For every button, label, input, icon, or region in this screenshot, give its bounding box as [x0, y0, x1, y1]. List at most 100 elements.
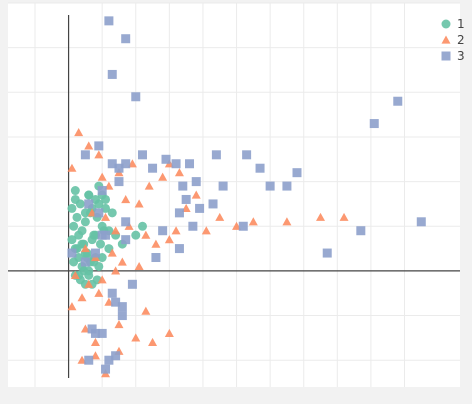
data-point-series-3	[185, 159, 195, 169]
legend-label-2: 2	[457, 33, 465, 47]
data-point-series-2	[131, 333, 141, 342]
data-point-series-2	[164, 328, 174, 338]
data-point-series-2	[117, 257, 127, 266]
data-point-series-3	[282, 181, 292, 191]
data-point-series-3	[161, 154, 171, 164]
data-point-series-1	[67, 203, 77, 213]
data-point-series-3	[238, 221, 248, 231]
data-point-series-2	[151, 239, 161, 248]
data-point-series-3	[131, 92, 141, 102]
data-point-series-3	[107, 288, 117, 298]
data-point-series-3	[101, 364, 111, 374]
data-point-series-2	[134, 261, 144, 271]
data-point-series-3	[393, 96, 403, 106]
legend[interactable]: 1 2 3	[441, 17, 465, 63]
data-point-series-2	[174, 168, 184, 177]
data-point-series-2	[215, 212, 225, 221]
data-point-series-2	[67, 163, 77, 172]
data-point-series-3	[178, 181, 188, 191]
data-point-series-1	[67, 235, 77, 245]
data-point-series-1	[72, 212, 82, 222]
data-point-series-3	[265, 181, 275, 191]
data-point-series-1	[137, 221, 147, 231]
data-point-series-3	[242, 150, 252, 160]
legend-marker-3	[441, 51, 451, 61]
data-point-series-3	[188, 221, 198, 231]
data-point-series-3	[191, 177, 201, 187]
data-point-series-2	[111, 226, 121, 235]
data-point-series-2	[134, 199, 144, 208]
data-point-series-2	[158, 172, 168, 181]
data-point-series-3	[255, 163, 265, 173]
legend-label-3: 3	[457, 49, 465, 63]
data-point-series-2	[111, 266, 121, 275]
data-point-series-2	[94, 288, 104, 297]
data-point-series-3	[171, 159, 181, 169]
data-point-series-2	[80, 244, 90, 253]
data-point-series-2	[90, 337, 100, 346]
data-point-series-1	[84, 190, 94, 200]
data-point-series-3	[114, 177, 124, 187]
data-point-series-3	[117, 302, 127, 312]
data-point-series-3	[218, 181, 228, 191]
data-point-series-3	[111, 297, 121, 307]
data-point-series-3	[104, 355, 114, 365]
data-point-series-3	[208, 199, 218, 209]
marker-layer	[67, 16, 426, 378]
plot-area[interactable]	[8, 3, 460, 387]
data-point-series-2	[164, 235, 174, 244]
legend-marker-2	[441, 35, 451, 44]
data-point-series-3	[137, 150, 147, 160]
data-point-series-2	[171, 226, 181, 235]
legend-label-1: 1	[457, 17, 465, 31]
data-point-series-3	[416, 217, 426, 227]
data-point-series-3	[94, 208, 104, 218]
data-point-series-3	[97, 186, 107, 196]
data-point-series-3	[90, 248, 100, 258]
data-point-series-3	[121, 159, 131, 169]
data-point-series-2	[77, 293, 87, 302]
data-point-series-3	[90, 328, 100, 338]
data-point-series-1	[131, 230, 141, 240]
data-point-series-2	[107, 248, 117, 257]
data-point-series-1	[84, 270, 94, 280]
data-point-series-3	[181, 194, 191, 204]
data-point-series-3	[195, 203, 205, 213]
grid-layer	[8, 2, 460, 387]
data-point-series-3	[121, 217, 131, 227]
data-point-series-3	[127, 279, 137, 289]
data-point-series-2	[191, 190, 201, 199]
data-point-series-1	[101, 194, 111, 204]
data-point-series-3	[94, 141, 104, 151]
data-point-series-3	[111, 351, 121, 361]
data-point-series-2	[248, 217, 258, 226]
data-point-series-2	[94, 150, 104, 159]
data-point-series-3	[174, 244, 184, 254]
data-point-series-3	[84, 199, 94, 209]
data-point-series-3	[107, 69, 117, 79]
data-point-series-1	[70, 186, 80, 196]
data-point-series-2	[201, 226, 211, 235]
data-point-series-3	[97, 328, 107, 338]
data-point-series-2	[114, 319, 124, 329]
data-point-series-3	[121, 235, 131, 245]
data-point-series-2	[282, 217, 292, 226]
data-point-series-1	[80, 217, 90, 227]
data-point-series-3	[158, 226, 168, 236]
data-point-series-3	[292, 168, 302, 178]
data-point-series-3	[117, 311, 127, 321]
data-point-series-3	[101, 230, 111, 240]
data-point-series-3	[174, 208, 184, 218]
data-point-series-2	[74, 127, 84, 137]
data-point-series-3	[211, 150, 221, 160]
data-point-series-3	[80, 257, 90, 267]
data-point-series-2	[121, 194, 131, 204]
data-point-series-2	[141, 306, 151, 315]
data-point-series-3	[67, 248, 77, 258]
data-point-series-2	[97, 275, 107, 284]
data-point-series-1	[74, 230, 84, 240]
data-point-series-2	[84, 279, 94, 288]
data-point-series-3	[356, 226, 366, 236]
